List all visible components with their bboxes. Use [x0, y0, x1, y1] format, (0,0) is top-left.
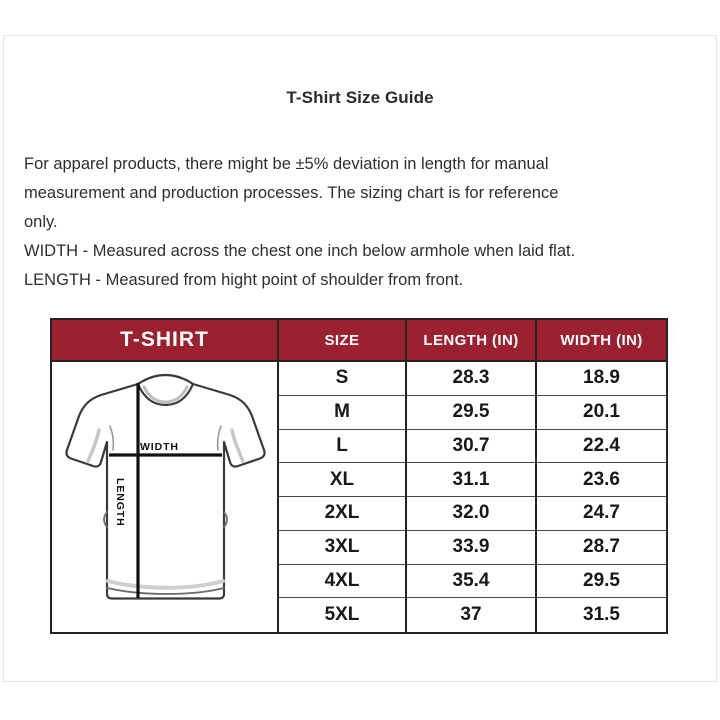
size-chart-table: T-SHIRT SIZE LENGTH (IN) WIDTH (IN): [50, 318, 668, 634]
cell-length: 31.1: [407, 463, 535, 497]
cell-width: 28.7: [537, 531, 666, 565]
cell-size: S: [279, 362, 405, 396]
cell-size: 4XL: [279, 565, 405, 599]
cell-length: 37: [460, 604, 482, 626]
intro-line-3: only.: [24, 213, 58, 231]
cell-width: 18.9: [537, 362, 666, 396]
cell-size: M: [279, 396, 405, 430]
cell-length: 32.0: [407, 497, 535, 531]
data-columns: S M L XL 2XL 3XL 4XL 5XL 28.3 29.5 30.7 …: [279, 362, 666, 632]
column-width: 18.9 20.1 22.4 23.6 24.7 28.7 29.5 31.5: [537, 362, 666, 632]
cell-length: 33.9: [407, 531, 535, 565]
cell-width: 31.5: [583, 604, 620, 626]
table-body: WIDTH LENGTH S M L XL 2XL 3XL 4XL 5XL 28…: [52, 362, 666, 632]
cell-width: 29.5: [537, 565, 666, 599]
intro-line-2: measurement and production processes. Th…: [24, 184, 559, 202]
table-header-width: WIDTH (IN): [560, 331, 643, 349]
cell-width: 24.7: [537, 497, 666, 531]
table-header-brand: T-SHIRT: [52, 320, 279, 360]
intro-line-width: WIDTH - Measured across the chest one in…: [24, 242, 576, 260]
cell-length: 29.5: [407, 396, 535, 430]
illustration-cell: WIDTH LENGTH: [52, 362, 279, 632]
intro-text: For apparel products, there might be ±5%…: [24, 150, 696, 295]
cell-size: 3XL: [279, 531, 405, 565]
table-header-size: SIZE: [279, 320, 407, 360]
column-size: S M L XL 2XL 3XL 4XL 5XL: [279, 362, 407, 632]
length-measure-label: LENGTH: [114, 478, 126, 527]
intro-line-length: LENGTH - Measured from hight point of sh…: [24, 271, 464, 289]
table-header-row: T-SHIRT SIZE LENGTH (IN) WIDTH (IN): [52, 320, 666, 362]
cell-width: 20.1: [537, 396, 666, 430]
width-measure-label: WIDTH: [140, 441, 179, 453]
cell-size: 5XL: [324, 604, 360, 626]
cell-length: 35.4: [407, 565, 535, 599]
t-shirt-outline-icon: [65, 373, 266, 600]
cell-size: L: [279, 430, 405, 464]
table-header-length: LENGTH (IN): [407, 320, 537, 360]
page-title: T-Shirt Size Guide: [286, 88, 434, 107]
column-length: 28.3 29.5 30.7 31.1 32.0 33.9 35.4 37: [407, 362, 537, 632]
cell-size: 2XL: [279, 497, 405, 531]
intro-line-1: For apparel products, there might be ±5%…: [24, 155, 549, 173]
cell-width: 22.4: [537, 430, 666, 464]
cell-length: 30.7: [407, 430, 535, 464]
cell-length: 28.3: [407, 362, 535, 396]
cell-size: XL: [279, 463, 405, 497]
cell-width: 23.6: [537, 463, 666, 497]
tshirt-illustration: WIDTH LENGTH: [52, 362, 277, 632]
